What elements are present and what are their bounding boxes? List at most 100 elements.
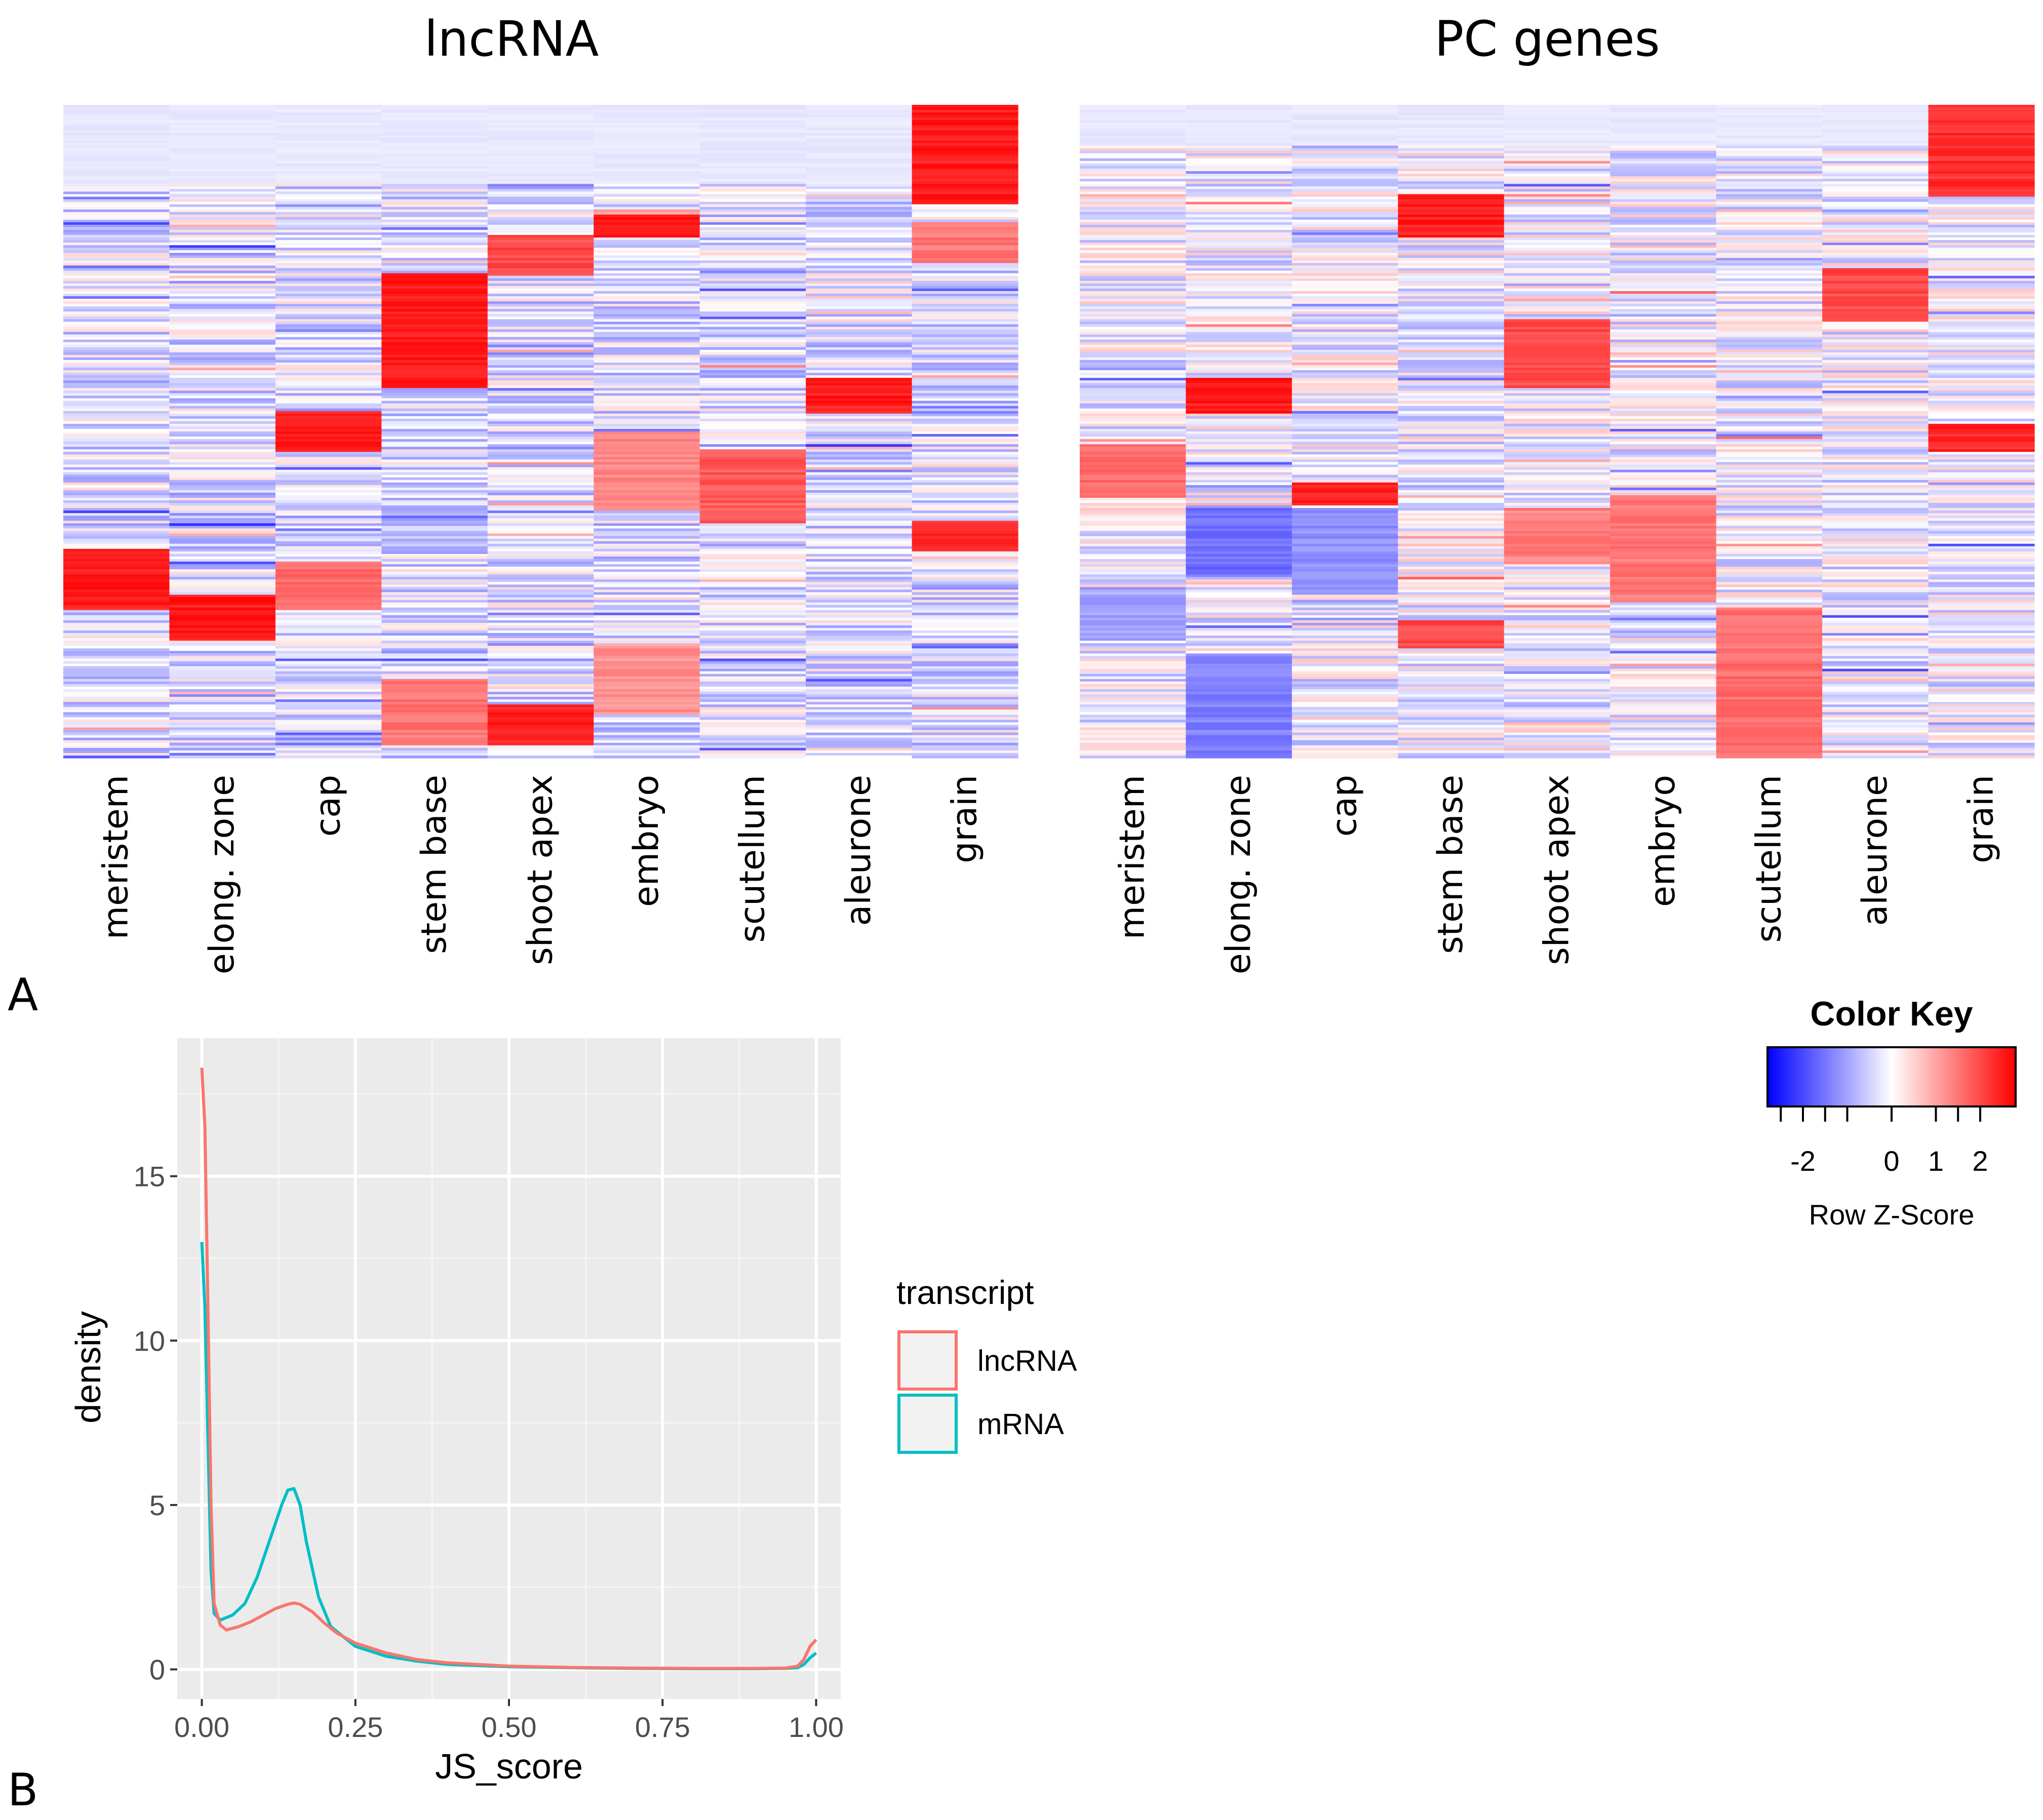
heatmap-cell <box>806 615 913 618</box>
heatmap-cell <box>1504 482 1610 486</box>
heatmap-cell <box>699 140 806 144</box>
heatmap-cell <box>1822 398 1929 402</box>
heatmap-cell <box>1186 243 1292 246</box>
heatmap-cell <box>594 373 700 376</box>
heatmap-cell <box>1716 495 1823 498</box>
heatmap-cell <box>1716 569 1823 572</box>
heatmap-cell <box>912 584 1018 587</box>
heatmap-cell <box>1080 750 1187 754</box>
heatmap-cell <box>275 243 382 246</box>
heatmap-cell <box>169 674 276 677</box>
heatmap-cell <box>806 270 913 274</box>
heatmap-cell <box>275 694 382 697</box>
heatmap-cell <box>381 296 488 299</box>
heatmap-cell <box>1716 339 1823 343</box>
heatmap-cell <box>1504 138 1610 141</box>
heatmap-cell <box>1610 168 1717 172</box>
heatmap-cell <box>1716 541 1823 544</box>
heatmap-cell <box>1291 349 1398 353</box>
heatmap-cell <box>487 567 594 570</box>
heatmap-cell <box>1080 411 1187 414</box>
heatmap-cell <box>1716 263 1823 266</box>
heatmap-cell <box>699 352 806 355</box>
heatmap-cell <box>275 311 382 314</box>
heatmap-cell <box>1928 191 2035 194</box>
heatmap-cell <box>1610 482 1717 486</box>
heatmap-cell <box>1928 533 2035 537</box>
heatmap-cell <box>381 459 488 463</box>
heatmap-cell <box>699 133 806 136</box>
heatmap-cell <box>1610 145 1717 149</box>
heatmap-cell <box>381 161 488 164</box>
heatmap-cell <box>1291 145 1398 149</box>
heatmap-cell <box>1398 133 1505 136</box>
heatmap-cell <box>1610 322 1717 325</box>
heatmap-cell <box>594 447 700 450</box>
heatmap-cell <box>1822 689 1929 692</box>
heatmap-cell <box>1080 666 1187 669</box>
heatmap-cell <box>1822 684 1929 687</box>
heatmap-cell <box>1504 551 1610 555</box>
heatmap-cell <box>1610 602 1717 606</box>
heatmap-cell <box>1291 658 1398 662</box>
heatmap-cell <box>594 582 700 585</box>
heatmap-cell <box>169 418 276 422</box>
heatmap-cell <box>275 322 382 325</box>
heatmap-cell <box>169 452 276 455</box>
heatmap-cell <box>381 306 488 309</box>
heatmap-cell <box>1822 457 1929 460</box>
heatmap-cell <box>487 329 594 333</box>
heatmap-cell <box>1610 663 1717 667</box>
heatmap-cell <box>1610 207 1717 210</box>
heatmap-cell <box>1291 117 1398 121</box>
heatmap-cell <box>912 462 1018 465</box>
heatmap-cell <box>594 462 700 465</box>
heatmap-cell <box>63 595 170 598</box>
heatmap-cell <box>1610 498 1717 501</box>
heatmap-cell <box>1610 679 1717 682</box>
heatmap-cell <box>1928 702 2035 705</box>
heatmap-cell <box>1716 196 1823 200</box>
heatmap-cell <box>806 319 913 322</box>
heatmap-cell <box>699 431 806 434</box>
heatmap-cell <box>806 474 913 478</box>
heatmap-cell <box>1504 587 1610 590</box>
heatmap-cell <box>487 437 594 440</box>
heatmap-cell <box>1291 403 1398 407</box>
heatmap-cell <box>699 207 806 210</box>
heatmap-cell <box>1716 679 1823 682</box>
heatmap-cell <box>1610 238 1717 241</box>
heatmap-cell <box>1186 163 1292 167</box>
heatmap-cell <box>1398 275 1505 279</box>
heatmap-cell <box>1080 214 1187 218</box>
heatmap-cell <box>169 184 276 187</box>
heatmap-cell <box>594 155 700 159</box>
heatmap-cell <box>487 742 594 746</box>
heatmap-cell <box>1398 454 1505 457</box>
heatmap-cell <box>1291 110 1398 113</box>
heatmap-cell <box>1716 561 1823 565</box>
heatmap-cell <box>381 538 488 542</box>
heatmap-cell <box>1610 625 1717 628</box>
heatmap-cell <box>63 551 170 555</box>
heatmap-cell <box>1610 490 1717 493</box>
heatmap-cell <box>169 229 276 233</box>
heatmap-cell <box>63 428 170 432</box>
heatmap-cell <box>1928 638 2035 641</box>
heatmap-cell <box>912 332 1018 335</box>
heatmap-cell <box>1610 209 1717 213</box>
heatmap-cell <box>806 360 913 363</box>
heatmap-cell <box>1822 671 1929 675</box>
heatmap-cell <box>63 477 170 481</box>
heatmap-cell <box>594 120 700 123</box>
heatmap-cell <box>806 638 913 641</box>
heatmap-cell <box>1398 528 1505 532</box>
heatmap-cell <box>275 567 382 570</box>
heatmap-cell <box>1716 304 1823 307</box>
heatmap-cell <box>912 309 1018 312</box>
heatmap-cell <box>275 168 382 172</box>
heatmap-cell <box>1186 625 1292 628</box>
heatmap-cell <box>1610 408 1717 412</box>
heatmap-cell <box>594 531 700 534</box>
heatmap-cell <box>381 155 488 159</box>
